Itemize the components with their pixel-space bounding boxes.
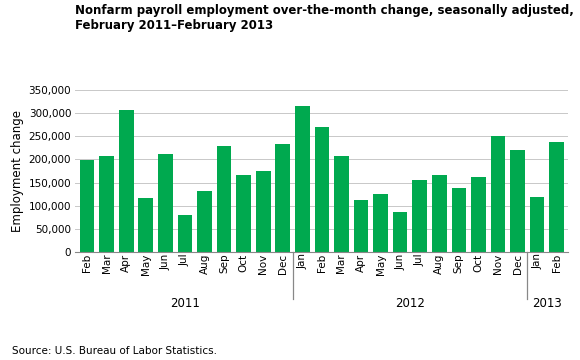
Bar bbox=[236, 175, 251, 252]
Bar bbox=[471, 176, 485, 252]
Bar bbox=[256, 171, 270, 252]
Text: 2012: 2012 bbox=[395, 297, 425, 310]
Bar bbox=[80, 160, 95, 252]
Y-axis label: Employment change: Employment change bbox=[12, 110, 24, 232]
Bar bbox=[491, 136, 505, 252]
Bar bbox=[412, 180, 427, 252]
Bar bbox=[177, 215, 193, 252]
Text: Source: U.S. Bureau of Labor Statistics.: Source: U.S. Bureau of Labor Statistics. bbox=[12, 346, 216, 356]
Bar bbox=[432, 175, 447, 252]
Bar bbox=[119, 110, 133, 252]
Bar bbox=[314, 127, 329, 252]
Text: 2013: 2013 bbox=[532, 297, 562, 310]
Bar bbox=[451, 188, 466, 252]
Bar bbox=[217, 147, 231, 252]
Bar bbox=[510, 150, 525, 252]
Bar bbox=[530, 197, 545, 252]
Bar bbox=[139, 198, 153, 252]
Bar bbox=[99, 156, 114, 252]
Bar bbox=[374, 194, 388, 252]
Bar bbox=[393, 212, 408, 252]
Bar bbox=[354, 200, 368, 252]
Text: Nonfarm payroll employment over-the-month change, seasonally adjusted,
February : Nonfarm payroll employment over-the-mont… bbox=[75, 4, 574, 32]
Bar bbox=[334, 156, 349, 252]
Bar bbox=[295, 106, 310, 252]
Bar bbox=[276, 144, 290, 252]
Bar bbox=[197, 191, 212, 252]
Bar bbox=[549, 142, 564, 252]
Bar bbox=[158, 154, 173, 252]
Text: 2011: 2011 bbox=[170, 297, 200, 310]
